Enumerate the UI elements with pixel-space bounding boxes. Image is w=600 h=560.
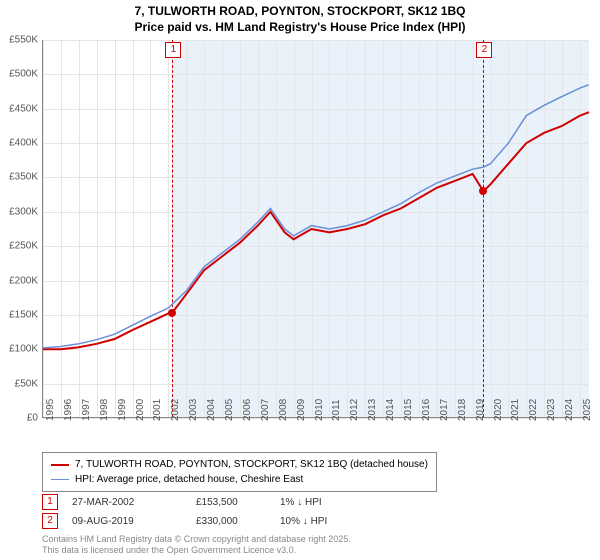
sale-diff: 1% ↓ HPI: [280, 497, 370, 508]
x-tick-label: 1995: [45, 399, 56, 421]
x-tick-label: 2012: [349, 399, 360, 421]
x-tick-label: 2010: [314, 399, 325, 421]
x-tick-label: 2008: [278, 399, 289, 421]
x-tick-label: 1996: [63, 399, 74, 421]
y-tick-label: £450K: [9, 103, 38, 114]
x-tick-label: 2009: [296, 399, 307, 421]
x-tick-label: 2017: [439, 399, 450, 421]
x-tick-label: 2001: [152, 399, 163, 421]
x-tick-label: 1997: [81, 399, 92, 421]
y-tick-label: £500K: [9, 69, 38, 80]
x-tick-label: 2020: [493, 399, 504, 421]
x-tick-label: 2006: [242, 399, 253, 421]
x-tick-label: 2004: [206, 399, 217, 421]
sale-marker-2: 2: [42, 513, 58, 529]
y-tick-label: £200K: [9, 275, 38, 286]
x-tick-label: 2016: [421, 399, 432, 421]
sale-price: £330,000: [196, 516, 266, 527]
x-tick-label: 2000: [135, 399, 146, 421]
sale-row: 2 09-AUG-2019 £330,000 10% ↓ HPI: [42, 513, 370, 529]
y-tick-label: £400K: [9, 138, 38, 149]
y-tick-label: £100K: [9, 344, 38, 355]
x-tick-label: 2018: [457, 399, 468, 421]
sale-date: 09-AUG-2019: [72, 516, 182, 527]
y-tick-label: £550K: [9, 35, 38, 46]
x-tick-label: 2002: [170, 399, 181, 421]
x-tick-label: 2025: [582, 399, 593, 421]
x-tick-label: 2021: [510, 399, 521, 421]
sale-price: £153,500: [196, 497, 266, 508]
y-tick-label: £150K: [9, 309, 38, 320]
series-hpi: [43, 85, 589, 348]
x-tick-label: 2014: [385, 399, 396, 421]
x-tick-label: 2015: [403, 399, 414, 421]
legend: 7, TULWORTH ROAD, POYNTON, STOCKPORT, SK…: [42, 452, 437, 492]
legend-item-price-paid: 7, TULWORTH ROAD, POYNTON, STOCKPORT, SK…: [51, 457, 428, 472]
series-price_paid: [43, 112, 589, 349]
legend-item-hpi: HPI: Average price, detached house, Ches…: [51, 472, 428, 487]
y-tick-label: £250K: [9, 241, 38, 252]
x-tick-label: 2003: [188, 399, 199, 421]
x-tick-label: 2011: [331, 399, 342, 421]
x-tick-label: 1999: [117, 399, 128, 421]
title-line1: 7, TULWORTH ROAD, POYNTON, STOCKPORT, SK…: [0, 4, 600, 20]
sale-marker-1: 1: [42, 494, 58, 510]
x-tick-label: 2019: [475, 399, 486, 421]
x-tick-label: 2005: [224, 399, 235, 421]
chart-plot-area: 12: [42, 40, 588, 418]
x-axis: 1995199619971998199920002001200220032004…: [42, 420, 588, 450]
y-tick-label: £300K: [9, 206, 38, 217]
x-tick-label: 1998: [99, 399, 110, 421]
sale-diff: 10% ↓ HPI: [280, 516, 370, 527]
x-tick-label: 2013: [367, 399, 378, 421]
title-line2: Price paid vs. HM Land Registry's House …: [0, 20, 600, 36]
y-tick-label: £50K: [15, 378, 38, 389]
attribution: Contains HM Land Registry data © Crown c…: [42, 534, 351, 556]
y-tick-label: £350K: [9, 172, 38, 183]
x-tick-label: 2022: [528, 399, 539, 421]
y-tick-label: £0: [27, 413, 38, 424]
x-tick-label: 2007: [260, 399, 271, 421]
x-tick-label: 2023: [546, 399, 557, 421]
x-tick-label: 2024: [564, 399, 575, 421]
chart-lines: [43, 40, 589, 418]
sale-row: 1 27-MAR-2002 £153,500 1% ↓ HPI: [42, 494, 370, 510]
sales-table: 1 27-MAR-2002 £153,500 1% ↓ HPI 2 09-AUG…: [42, 494, 370, 532]
y-axis: £0£50K£100K£150K£200K£250K£300K£350K£400…: [0, 40, 40, 418]
chart-title: 7, TULWORTH ROAD, POYNTON, STOCKPORT, SK…: [0, 0, 600, 35]
sale-date: 27-MAR-2002: [72, 497, 182, 508]
